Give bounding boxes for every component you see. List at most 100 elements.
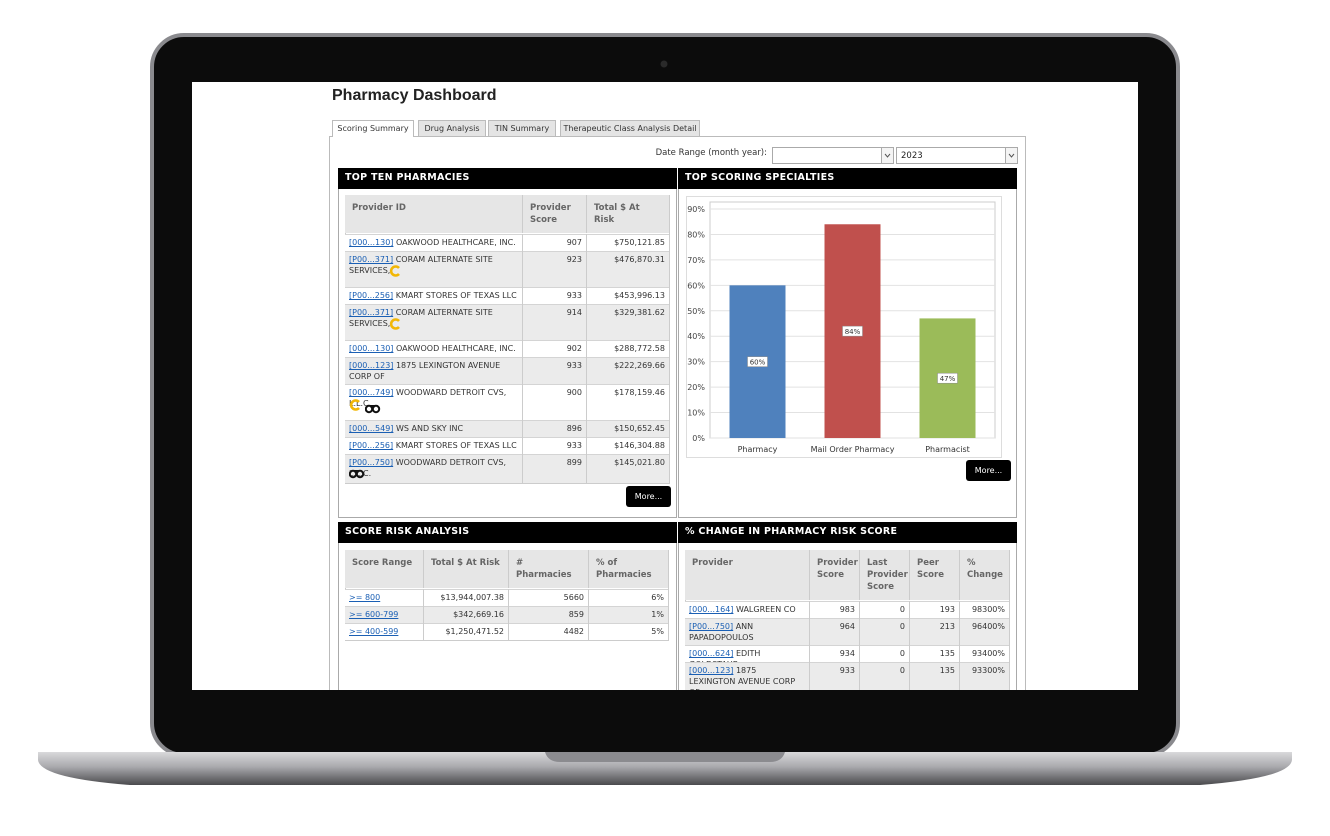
table-cell: 933 bbox=[523, 287, 587, 304]
provider-cell: [P00...750] ANN PAPADOPOULOS bbox=[685, 618, 810, 645]
table-cell: 6% bbox=[589, 589, 669, 606]
table-row bbox=[345, 251, 670, 287]
provider-id-link[interactable]: [000...749] bbox=[349, 388, 394, 397]
table-cell[interactable]: >= 800 bbox=[345, 589, 424, 606]
arrow-icon bbox=[884, 153, 891, 158]
more-button[interactable]: More... bbox=[626, 486, 671, 507]
tab[interactable]: Therapeutic Class Analysis Detail bbox=[560, 120, 700, 137]
provider-cell: [000...123] 1875 LEXINGTON AVENUE CORP O… bbox=[345, 357, 523, 384]
table-cell: 914 bbox=[523, 304, 587, 340]
table-cell: 933 bbox=[810, 662, 860, 690]
flag-glyph bbox=[349, 399, 360, 411]
provider-name: 1875 LEXINGTON AVENUE CORP OF bbox=[349, 361, 501, 381]
table-row bbox=[685, 662, 1010, 690]
provider-id-link[interactable]: [P00...371] bbox=[349, 255, 394, 264]
provider-cell: [P00...256] KMART STORES OF TEXAS LLC bbox=[345, 287, 523, 304]
table-cell: 933 bbox=[523, 357, 587, 384]
provider-name: EDITH GOLDSTAUB bbox=[689, 649, 761, 662]
tab[interactable]: TIN Summary bbox=[488, 120, 556, 137]
table-cell: 98300% bbox=[960, 601, 1010, 618]
table-row bbox=[345, 234, 670, 251]
table-cell: $329,381.62 bbox=[587, 304, 670, 340]
provider-cell: [P00...750] WOODWARD DETROIT CVS, L.L.C. bbox=[345, 454, 523, 483]
provider-id-link[interactable]: [000...130] bbox=[349, 238, 394, 247]
provider-id-link[interactable]: [000...549] bbox=[349, 424, 394, 433]
table-cell: $453,996.13 bbox=[587, 287, 670, 304]
chart-box bbox=[686, 196, 1002, 458]
provider-name: KMART STORES OF TEXAS LLC bbox=[395, 441, 517, 450]
table-cell: $145,021.80 bbox=[587, 454, 670, 483]
table-cell: $476,870.31 bbox=[587, 251, 670, 287]
tab[interactable]: Scoring Summary bbox=[332, 120, 414, 137]
provider-id-link[interactable]: [000...164] bbox=[689, 605, 734, 614]
table-cell: 933 bbox=[523, 437, 587, 454]
provider-name: WOODWARD DETROIT CVS, L.L.C. bbox=[349, 458, 506, 478]
more-button[interactable]: More... bbox=[966, 460, 1011, 481]
table-cell[interactable]: >= 400-599 bbox=[345, 623, 424, 640]
provider-id-link[interactable]: [000...123] bbox=[349, 361, 394, 370]
month-select[interactable] bbox=[772, 147, 894, 164]
table-cell: 135 bbox=[910, 645, 960, 662]
table-cell: 5% bbox=[589, 623, 669, 640]
provider-name: ANN PAPADOPOULOS bbox=[689, 622, 754, 642]
table-cell: 0 bbox=[860, 645, 910, 662]
binoculars-glyph bbox=[348, 469, 365, 479]
column-header: # Pharmacies bbox=[509, 550, 589, 588]
year-select[interactable]: 2023 bbox=[896, 147, 1018, 164]
page-title: Pharmacy Dashboard bbox=[332, 87, 497, 104]
provider-id-link[interactable]: [P00...371] bbox=[349, 308, 394, 317]
table-row bbox=[685, 601, 1010, 618]
provider-name: 1875 LEXINGTON AVENUE CORP OF bbox=[689, 666, 796, 690]
table-cell: 900 bbox=[523, 384, 587, 420]
provider-id-link[interactable]: [000...123] bbox=[689, 666, 734, 675]
table-cell: 0 bbox=[860, 618, 910, 645]
provider-cell: [000...130] OAKWOOD HEALTHCARE, INC. bbox=[345, 340, 523, 357]
date-range-label: Date Range (month year): bbox=[655, 148, 767, 158]
table-cell: $222,269.66 bbox=[587, 357, 670, 384]
tab[interactable]: Drug Analysis bbox=[418, 120, 486, 137]
provider-name: CORAM ALTERNATE SITE SERVICES, bbox=[349, 255, 493, 275]
table-cell: 135 bbox=[910, 662, 960, 690]
table-cell: 96400% bbox=[960, 618, 1010, 645]
provider-id-link[interactable]: [P00...256] bbox=[349, 441, 394, 450]
provider-name: WALGREEN CO bbox=[735, 605, 796, 614]
table-cell: 193 bbox=[910, 601, 960, 618]
provider-cell: [000...123] 1875 LEXINGTON AVENUE CORP O… bbox=[685, 662, 810, 690]
provider-id-link[interactable]: [000...624] bbox=[689, 649, 734, 658]
table-row bbox=[345, 287, 670, 304]
provider-id-link[interactable]: [P00...750] bbox=[689, 622, 734, 631]
binoculars-icon bbox=[364, 402, 381, 414]
table-cell: $288,772.58 bbox=[587, 340, 670, 357]
table-row bbox=[345, 420, 670, 437]
column-header: Total $ At Risk bbox=[587, 195, 670, 233]
panel-header: TOP SCORING SPECIALTIES bbox=[678, 168, 1017, 189]
provider-name: CORAM ALTERNATE SITE SERVICES, bbox=[349, 308, 493, 328]
table-row bbox=[345, 454, 670, 483]
table-row bbox=[345, 304, 670, 340]
table-cell: $146,304.88 bbox=[587, 437, 670, 454]
table-cell: 934 bbox=[810, 645, 860, 662]
column-header: % of Pharmacies bbox=[589, 550, 669, 588]
table-row bbox=[345, 437, 670, 454]
table-row bbox=[345, 384, 670, 420]
table-row bbox=[345, 340, 670, 357]
provider-cell: [000...164] WALGREEN CO bbox=[685, 601, 810, 618]
table-cell: $13,944,007.38 bbox=[424, 589, 509, 606]
table-cell: 93400% bbox=[960, 645, 1010, 662]
provider-cell: [000...749] WOODWARD DETROIT CVS, L.L.C. bbox=[345, 384, 523, 420]
provider-id-link[interactable]: [000...130] bbox=[349, 344, 394, 353]
table-cell: $342,669.16 bbox=[424, 606, 509, 623]
column-header: Provider bbox=[685, 550, 810, 600]
provider-cell: [P00...256] KMART STORES OF TEXAS LLC bbox=[345, 437, 523, 454]
provider-id-link[interactable]: [P00...750] bbox=[349, 458, 394, 467]
provider-id-link[interactable]: [P00...256] bbox=[349, 291, 394, 300]
table-cell: 1% bbox=[589, 606, 669, 623]
table-row bbox=[685, 645, 1010, 662]
table-cell: 899 bbox=[523, 454, 587, 483]
table-cell: 5660 bbox=[509, 589, 589, 606]
table-cell[interactable]: >= 600-799 bbox=[345, 606, 424, 623]
dropdown-arrow bbox=[881, 148, 893, 163]
column-header: Provider Score bbox=[810, 550, 860, 600]
table-cell: 902 bbox=[523, 340, 587, 357]
